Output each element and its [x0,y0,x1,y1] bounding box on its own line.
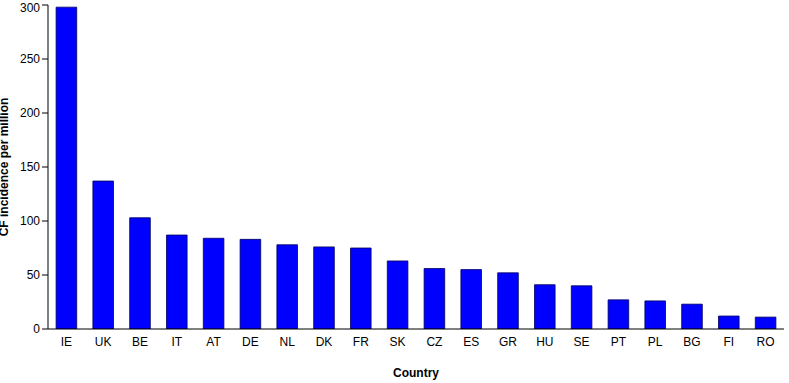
svg-text:Country: Country [393,366,439,380]
svg-text:250: 250 [20,52,40,66]
svg-text:BG: BG [683,335,700,349]
svg-text:CZ: CZ [426,335,442,349]
svg-text:SE: SE [574,335,590,349]
svg-text:AT: AT [206,335,221,349]
svg-text:0: 0 [33,322,40,336]
svg-text:GR: GR [499,335,517,349]
svg-text:HU: HU [536,335,553,349]
svg-text:RO: RO [757,335,775,349]
svg-text:BE: BE [132,335,148,349]
svg-text:50: 50 [27,268,41,282]
svg-text:100: 100 [20,214,40,228]
svg-text:150: 150 [20,160,40,174]
svg-text:IT: IT [171,335,182,349]
svg-text:FI: FI [723,335,734,349]
svg-text:SK: SK [390,335,406,349]
svg-text:CF incidence per million: CF incidence per million [8,98,11,237]
svg-text:DK: DK [316,335,333,349]
svg-text:200: 200 [20,106,40,120]
svg-text:IE: IE [61,335,72,349]
svg-text:300: 300 [20,1,40,15]
svg-text:PT: PT [611,335,627,349]
svg-text:DE: DE [242,335,259,349]
svg-text:UK: UK [95,335,112,349]
svg-text:ES: ES [463,335,479,349]
svg-text:FR: FR [353,335,369,349]
svg-text:NL: NL [280,335,296,349]
svg-text:PL: PL [648,335,663,349]
